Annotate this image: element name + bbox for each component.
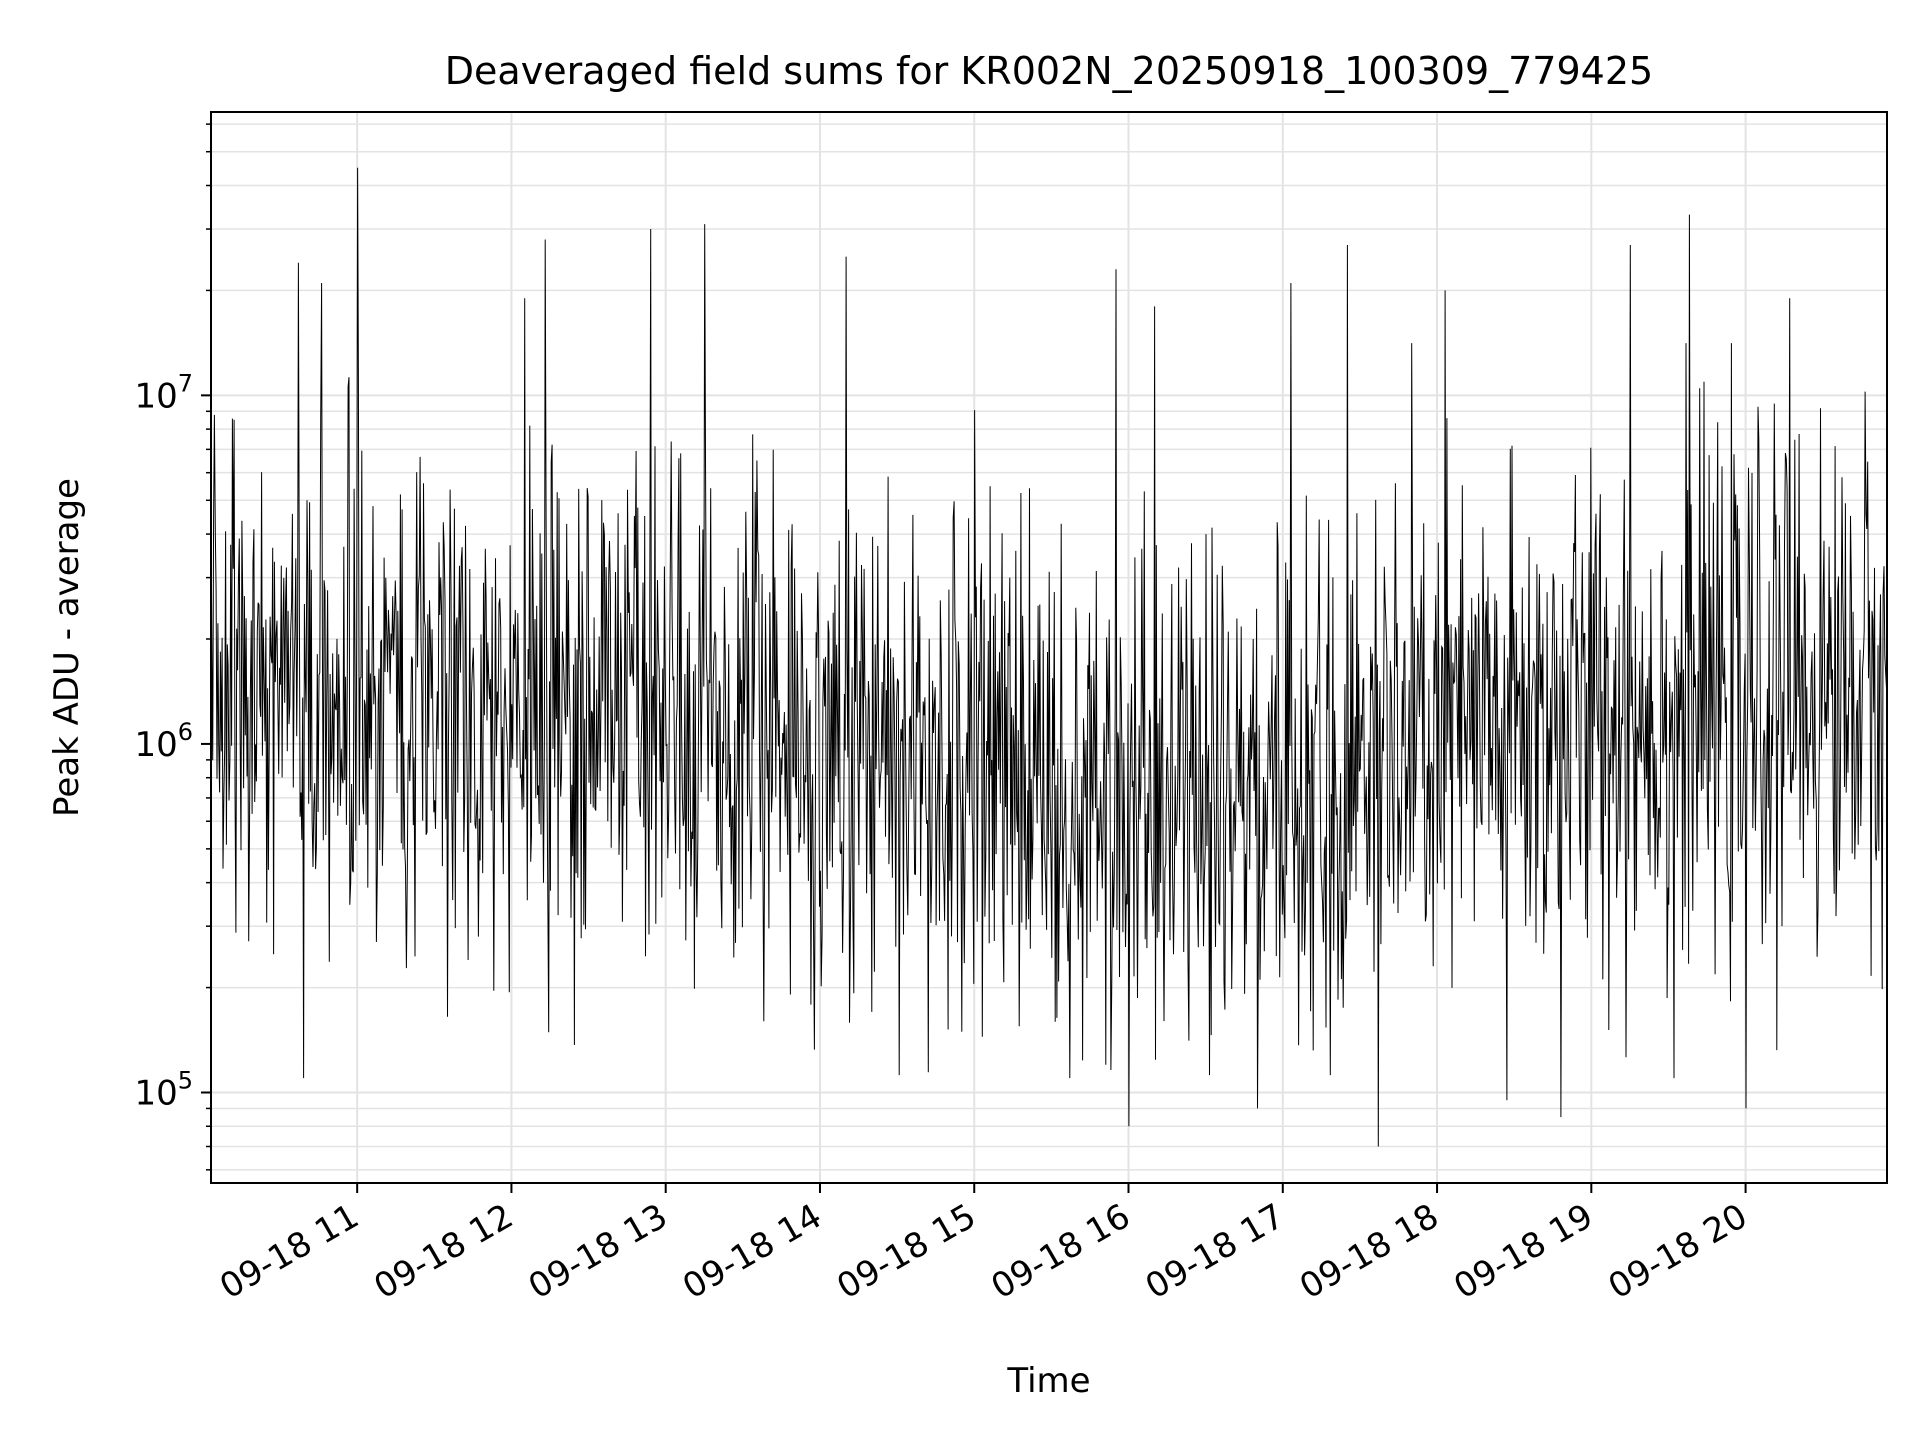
x-axis: 09-18 11 09-18 12 09-18 13 09-18 14 09-18 15… <box>213 1183 1754 1307</box>
series-line <box>210 167 1888 1147</box>
chart-title: Deaveraged field sums for KR002N_2025091… <box>445 49 1653 93</box>
x-tick-label: 09-18 12 <box>368 1196 520 1307</box>
x-tick-label: 09-18 11 <box>213 1196 365 1307</box>
x-tick-label: 09-18 16 <box>985 1196 1137 1307</box>
x-axis-label: Time <box>1006 1361 1090 1401</box>
y-tick-label: 105 <box>134 1066 193 1113</box>
x-tick-label: 09-18 13 <box>522 1196 674 1307</box>
x-tick-label: 09-18 20 <box>1602 1196 1754 1307</box>
x-tick-label: 09-18 15 <box>830 1196 982 1307</box>
y-axis: 105 106 107 <box>134 123 211 1171</box>
y-tick-label: 106 <box>134 718 193 765</box>
x-tick-label: 09-18 14 <box>676 1196 828 1307</box>
y-axis-label: Peak ADU - average <box>47 478 87 817</box>
x-tick-label: 09-18 19 <box>1447 1196 1599 1307</box>
series-layer <box>210 167 1888 1147</box>
y-tick-label: 107 <box>134 369 193 416</box>
x-tick-label: 09-18 18 <box>1293 1196 1445 1307</box>
x-tick-label: 09-18 17 <box>1139 1196 1291 1307</box>
plot-frame <box>210 111 1888 1184</box>
